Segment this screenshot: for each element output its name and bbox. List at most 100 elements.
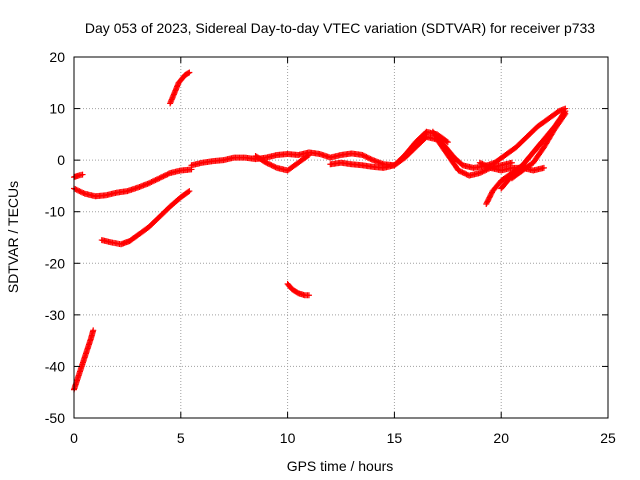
data-point [155,175,162,182]
data-point [305,151,312,158]
data-point [163,171,170,178]
data-series-arc-11 [483,108,569,207]
data-point [185,188,192,195]
x-tick-label: 20 [493,430,509,446]
data-point [263,159,270,166]
data-point [148,179,155,186]
data-point [268,162,275,169]
x-tick-label: 5 [177,430,185,446]
data-point [460,170,467,177]
data-point [75,187,82,194]
data-point [305,292,312,299]
data-point [458,168,465,175]
data-point [161,172,168,179]
data-point [72,186,79,193]
data-point [478,169,485,176]
data-point [186,69,193,76]
y-tick-label: -20 [45,255,65,271]
data-point [149,178,156,185]
data-point [479,161,486,168]
data-point [561,111,568,118]
data-point [476,170,483,177]
x-axis-label: GPS time / hours [287,458,394,474]
data-point [443,138,450,145]
data-point [444,139,451,146]
x-tick-label: 0 [70,430,78,446]
data-series-arc-1 [71,327,97,393]
data-point [73,186,80,193]
data-point [164,171,171,178]
y-tick-label: -10 [45,204,65,220]
y-tick-label: -30 [45,307,65,323]
data-point [462,170,469,177]
data-point [367,155,374,162]
data-point [562,110,569,117]
data-series-arc-4 [98,188,193,248]
data-point [456,168,463,175]
data-point [77,188,84,195]
data-point [76,188,83,195]
data-point [362,153,369,160]
data-point [486,164,493,171]
data-point [160,173,167,180]
data-point [364,154,371,161]
x-tick-label: 10 [280,430,296,446]
data-point [360,152,367,159]
data-point [482,162,489,169]
data-point [79,171,86,178]
data-point [157,174,164,181]
data-point [508,159,515,166]
data-series-arc-7 [188,128,451,169]
data-point [156,175,163,182]
data-series-arc-3 [71,166,195,200]
data-point [79,189,86,196]
data-point [153,176,160,183]
y-tick-label: 10 [49,101,65,117]
data-point [159,173,166,180]
data-point [480,161,487,168]
data-point [476,159,483,166]
data-point [455,167,462,174]
data-point [264,160,271,167]
marks-layer [71,69,569,393]
data-series-arc-8 [252,151,312,174]
data-point [537,140,544,147]
data-point [483,162,490,169]
data-point [152,177,159,184]
chart-title: Day 053 of 2023, Sidereal Day-to-day VTE… [85,20,595,36]
y-tick-label: 0 [57,152,65,168]
data-point [271,163,278,170]
data-point [186,188,193,195]
data-point [80,190,87,197]
grid-layer [74,57,608,418]
data-point [151,177,158,184]
data-series-arc-6 [284,280,312,299]
data-point [147,179,154,186]
data-point [479,168,486,175]
data-series-arc-5 [167,69,193,107]
data-point [459,169,466,176]
data-point [463,171,470,178]
data-series-arc-14 [476,159,547,174]
x-tick-label: 15 [387,430,403,446]
data-point [366,155,373,162]
data-point [304,152,311,159]
data-point [540,164,547,171]
x-tick-label: 25 [600,430,616,446]
data-series-arc-9 [327,133,515,179]
data-point [272,164,279,171]
y-tick-label: -50 [45,410,65,426]
y-tick-label: -40 [45,358,65,374]
data-point [265,161,272,168]
y-axis-label: SDTVAR / TECUs [5,181,21,293]
data-point [363,153,370,160]
data-series-arc-2 [71,171,86,181]
data-point [90,327,97,334]
data-point [185,70,192,77]
data-point [165,170,172,177]
data-point [267,161,274,168]
data-point [269,162,276,169]
data-point [478,160,485,167]
data-point [484,163,491,170]
